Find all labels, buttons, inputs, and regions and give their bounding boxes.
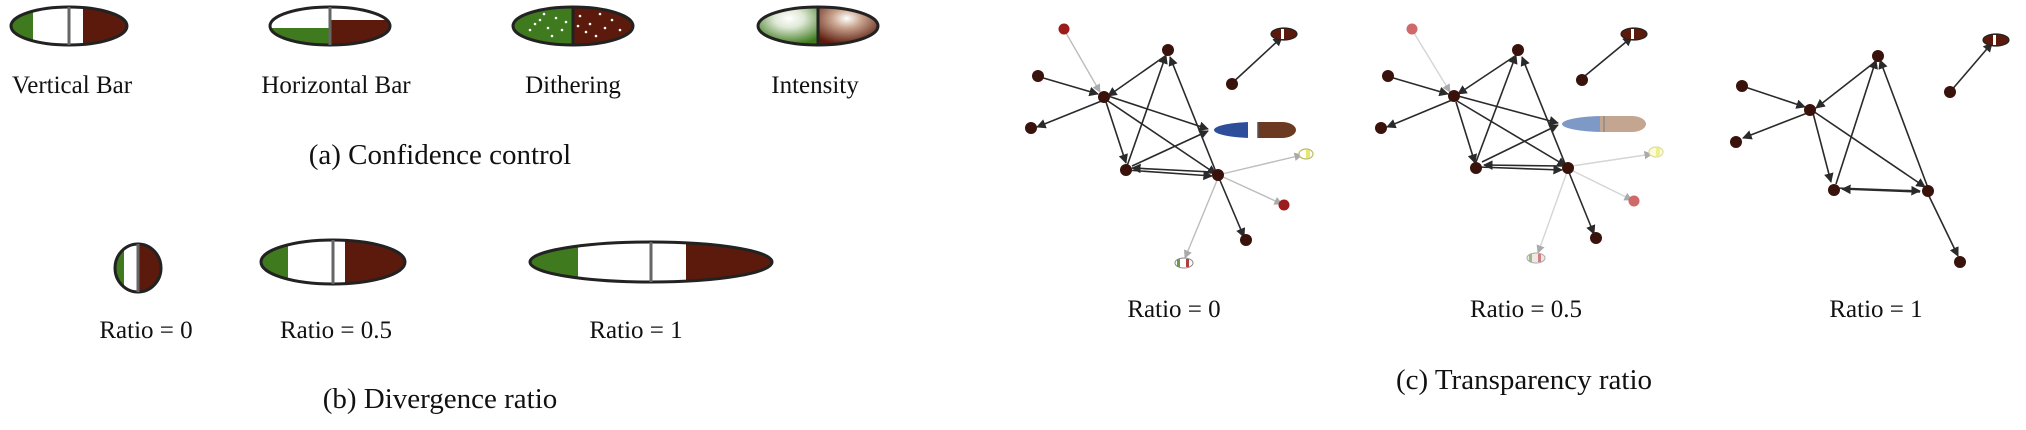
glyph-ratio-1 (528, 240, 774, 284)
glyph-ratio-0 (113, 242, 163, 294)
graph-ratio-0-5 (1375, 23, 1664, 264)
graph-label-ratio-1: Ratio = 1 (1829, 296, 1923, 323)
ratio-label-0: Ratio = 0 (99, 317, 193, 344)
ratio-label-1: Ratio = 1 (589, 317, 683, 344)
glyph-dithering (511, 5, 635, 47)
glyph-label-vertical-bar: Vertical Bar (11, 72, 133, 99)
graph-ratio-0 (1025, 23, 1314, 269)
caption-divergence-ratio: (b) Divergence ratio (322, 383, 558, 415)
caption-confidence-control: (a) Confidence control (308, 139, 572, 171)
glyph-label-horizontal-bar: Horizontal Bar (261, 72, 411, 99)
glyph-intensity (756, 5, 880, 47)
glyph-label-intensity: Intensity (771, 72, 859, 99)
ratio-label-0-5: Ratio = 0.5 (279, 317, 393, 344)
glyph-ratio-0-5 (259, 238, 407, 286)
glyph-label-dithering: Dithering (525, 72, 621, 99)
graph-label-ratio-0: Ratio = 0 (1127, 296, 1221, 323)
graph-ratio-1 (1730, 33, 2010, 268)
glyph-horizontal-bar (268, 5, 392, 47)
caption-transparency-ratio: (c) Transparency ratio (1395, 364, 1653, 396)
graph-label-ratio-0-5: Ratio = 0.5 (1469, 296, 1583, 323)
glyph-vertical-bar (9, 5, 129, 47)
